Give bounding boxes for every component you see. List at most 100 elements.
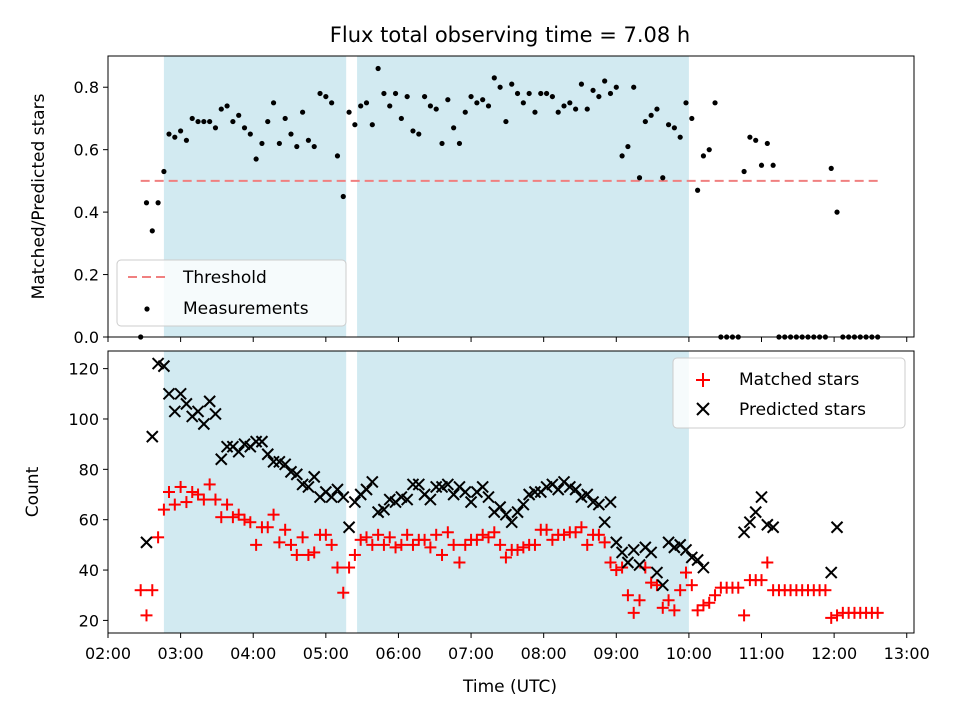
x-tick-label: 07:00: [448, 644, 494, 663]
matched-star-marker: [389, 541, 402, 554]
measurement-point: [317, 90, 323, 97]
measurement-point: [149, 228, 155, 234]
bottom-y-axis: 20 40 60 80 100 120: [68, 360, 108, 630]
predicted-star-marker: [592, 498, 606, 511]
x-axis-label: Time (UTC): [462, 677, 557, 697]
matched-star-marker: [656, 601, 669, 614]
matched-star-marker: [871, 606, 884, 619]
predicted-star-marker: [400, 493, 414, 506]
predicted-star-marker: [447, 488, 460, 501]
matched-star-marker: [418, 533, 431, 546]
matched-star-marker: [621, 589, 634, 602]
measurement-point: [474, 100, 480, 106]
y-tick-label: 0.0: [74, 328, 99, 347]
measurement-point: [462, 109, 468, 115]
measurement-point: [259, 140, 265, 147]
y-tick-label: 40: [79, 561, 99, 580]
predicted-star-marker: [191, 405, 205, 418]
measurement-point: [764, 140, 770, 147]
y-tick-label: 0.8: [74, 78, 99, 97]
matched-star-marker: [569, 526, 582, 539]
measurement-point: [700, 153, 707, 159]
predicted-star-marker: [825, 566, 838, 579]
predicted-star-marker: [162, 387, 176, 401]
measurement-point: [207, 118, 213, 125]
predicted-star-marker: [737, 526, 751, 539]
predicted-star-marker: [755, 490, 768, 504]
measurement-point: [619, 153, 625, 159]
measurement-point: [468, 93, 474, 100]
predicted-star-marker: [261, 448, 274, 461]
measurement-point: [561, 103, 567, 109]
predicted-star-marker: [644, 546, 658, 559]
measurement-point: [660, 175, 666, 181]
matched-star-marker: [186, 486, 199, 498]
measurement-point: [358, 103, 364, 109]
measurement-point: [224, 103, 230, 109]
matched-star-marker: [517, 541, 530, 554]
legend-matched-swatch: [696, 373, 710, 387]
measurement-point: [172, 134, 178, 140]
matched-star-marker: [650, 579, 663, 592]
predicted-star-marker: [476, 480, 489, 494]
matched-star-marker: [377, 538, 390, 551]
matched-star-marker: [395, 538, 408, 551]
matched-star-marker: [540, 523, 553, 536]
matched-star-marker: [343, 561, 356, 574]
matched-star-marker: [401, 528, 414, 541]
predicted-star-marker: [766, 521, 780, 534]
predicted-star-marker: [441, 478, 455, 491]
matched-star-marker: [499, 551, 512, 564]
measurement-point: [480, 97, 486, 103]
measurement-point: [334, 153, 341, 159]
matched-star-marker: [221, 498, 234, 511]
predicted-star-marker: [377, 503, 391, 516]
matched-star-marker: [192, 488, 205, 501]
measurement-point: [695, 187, 701, 193]
measurement-point: [514, 90, 521, 97]
matched-star-marker: [157, 503, 170, 516]
x-tick-label: 10:00: [666, 644, 712, 663]
matched-star-marker: [819, 584, 832, 597]
measurement-point: [677, 134, 683, 140]
measurement-point: [648, 112, 654, 118]
measurement-point: [602, 78, 608, 84]
matched-star-marker: [476, 528, 489, 541]
predicted-star-marker: [464, 495, 478, 509]
matched-star-marker: [348, 548, 361, 561]
x-tick-label: 12:00: [811, 644, 857, 663]
measurement-point: [607, 90, 614, 97]
measurement-point: [404, 93, 410, 100]
measurement-point: [520, 100, 526, 106]
measurement-point: [770, 162, 776, 168]
measurement-point: [625, 143, 631, 150]
measurement-point: [346, 109, 352, 115]
x-tick-label: 13:00: [884, 644, 930, 663]
matched-star-marker: [273, 536, 286, 549]
predicted-star-marker: [215, 453, 228, 466]
measurement-point: [421, 93, 428, 100]
bottom-y-axis-label: Count: [23, 466, 43, 517]
measurement-point: [392, 90, 399, 97]
predicted-star-markers: [140, 357, 844, 592]
matched-star-marker: [261, 521, 274, 534]
measurement-point: [178, 128, 184, 134]
measurement-point: [201, 118, 207, 125]
predicted-star-marker: [232, 445, 245, 458]
measurement-point: [543, 90, 550, 97]
predicted-star-marker: [308, 470, 321, 484]
measurement-point: [183, 137, 190, 143]
y-tick-label: 0.4: [74, 203, 99, 222]
y-tick-label: 20: [79, 611, 99, 630]
matched-star-marker: [331, 561, 344, 574]
predicted-star-marker: [203, 395, 216, 408]
matched-star-marker: [470, 533, 483, 546]
matched-star-marker: [162, 486, 175, 498]
matched-star-marker: [592, 528, 605, 541]
measurement-point: [497, 84, 503, 90]
matched-star-marker: [209, 493, 222, 506]
top-y-axis-label: Matched/Predicted stars: [29, 93, 49, 299]
predicted-star-marker: [430, 480, 443, 494]
matched-star-marker: [168, 498, 181, 511]
